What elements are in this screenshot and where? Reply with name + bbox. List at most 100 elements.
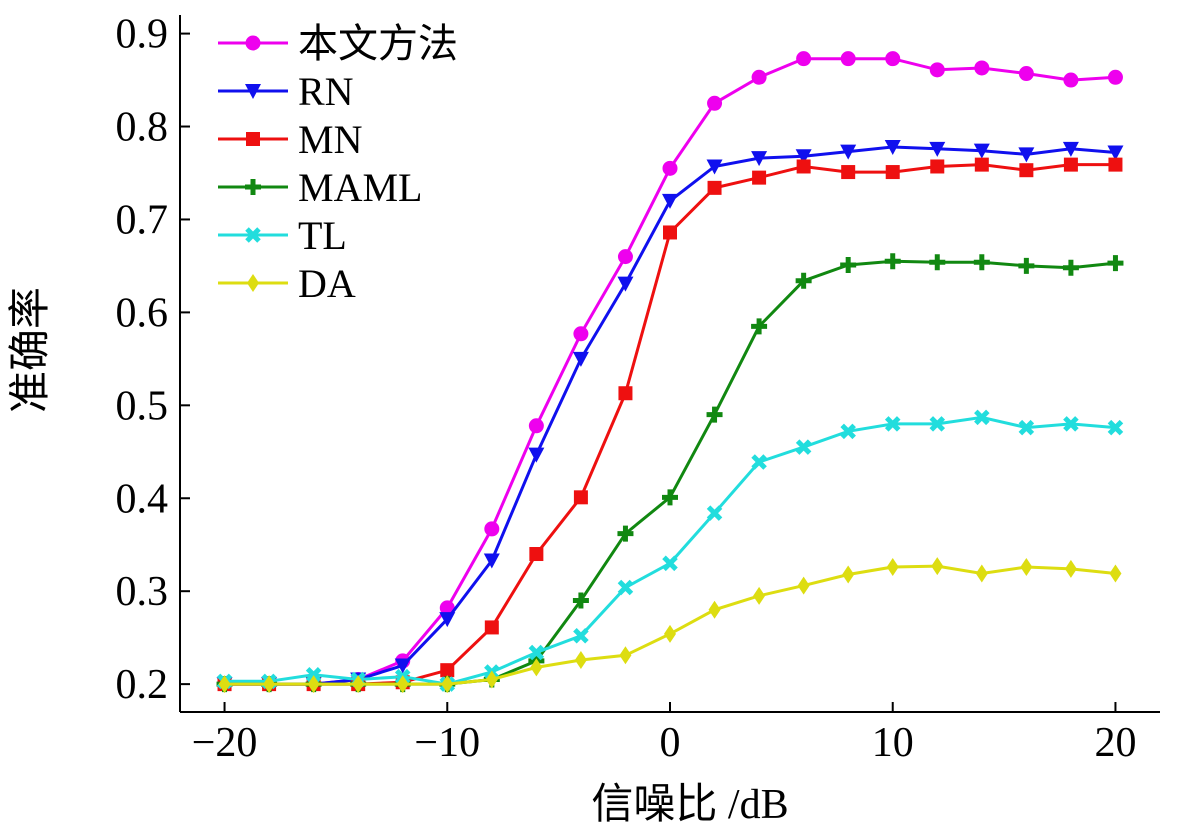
- series-line: [224, 415, 1116, 686]
- data-point: [840, 144, 857, 160]
- data-point: [796, 159, 811, 174]
- series-line: [224, 259, 1116, 686]
- y-axis-title: 准确率: [7, 287, 54, 413]
- data-point: [528, 447, 545, 463]
- data-point: [974, 409, 990, 426]
- y-tick-label: 0.4: [116, 476, 169, 522]
- data-point: [751, 151, 768, 167]
- x-tick-label: 0: [660, 720, 681, 766]
- data-point: [573, 628, 589, 644]
- y-tick-label: 0.5: [116, 383, 169, 429]
- data-point: [796, 51, 812, 67]
- data-point: [1107, 419, 1124, 436]
- data-point: [573, 490, 588, 505]
- data-point: [485, 670, 498, 689]
- series-2: [216, 139, 1124, 693]
- data-point: [662, 160, 678, 176]
- legend-item: 本文方法: [218, 21, 458, 66]
- data-point: [1063, 72, 1079, 88]
- data-point: [528, 418, 544, 434]
- axes: −20 −10 0 10 20 0.2 0.3 0.4 0.5 0.6 0.7 0.8 0.9: [116, 12, 1160, 766]
- y-tick-label: 0.8: [116, 105, 169, 151]
- data-point: [929, 62, 945, 78]
- data-point: [1018, 147, 1035, 163]
- data-point: [842, 565, 855, 584]
- x-tick-label: −10: [414, 720, 480, 766]
- data-point: [885, 165, 900, 180]
- data-point: [973, 254, 990, 271]
- legend-marker: [246, 132, 260, 146]
- data-point: [708, 600, 721, 619]
- data-point: [529, 547, 544, 562]
- x-axis-title: 信噪比 /dB: [591, 782, 788, 828]
- y-tick-label: 0.6: [116, 290, 169, 336]
- legend-marker: [247, 274, 259, 292]
- data-point: [439, 612, 456, 628]
- data-point: [886, 558, 899, 577]
- data-point: [573, 326, 589, 342]
- data-point: [707, 180, 722, 195]
- legend-marker: [245, 179, 261, 195]
- legend-label: TL: [298, 213, 347, 258]
- data-point: [973, 143, 990, 159]
- legend-item: DA: [218, 261, 356, 306]
- data-point: [483, 553, 500, 569]
- data-point: [751, 318, 768, 335]
- data-point: [1018, 257, 1035, 274]
- data-point: [797, 576, 810, 595]
- legend-item: MAML: [218, 165, 422, 210]
- data-point: [930, 159, 945, 174]
- legend-item: RN: [218, 69, 354, 114]
- data-point: [752, 170, 767, 185]
- data-point: [929, 416, 946, 432]
- x-tick-label: 20: [1094, 720, 1136, 766]
- x-tick-label: −20: [192, 720, 258, 766]
- data-point: [884, 139, 901, 155]
- data-point: [753, 586, 766, 605]
- data-point: [484, 521, 500, 537]
- legend-item: MN: [218, 117, 362, 162]
- data-point: [1107, 69, 1123, 85]
- data-point: [617, 276, 634, 292]
- y-tick-label: 0.2: [116, 662, 169, 708]
- data-point: [572, 351, 589, 367]
- data-point: [663, 225, 677, 240]
- data-point: [840, 256, 857, 273]
- data-point: [931, 557, 944, 576]
- data-point: [840, 51, 856, 67]
- data-point: [795, 149, 812, 165]
- series-6: [218, 557, 1122, 694]
- data-point: [884, 416, 901, 432]
- data-point: [885, 51, 901, 67]
- legend-label: DA: [298, 261, 356, 306]
- data-point: [664, 624, 676, 643]
- data-point: [441, 675, 454, 694]
- data-point: [1062, 141, 1079, 157]
- data-point: [617, 579, 634, 596]
- y-tick-label: 0.3: [116, 569, 169, 615]
- data-point: [1108, 157, 1123, 172]
- data-point: [617, 525, 634, 542]
- data-point: [751, 69, 767, 85]
- data-point: [1018, 419, 1035, 436]
- y-tick-label: 0.7: [116, 197, 169, 243]
- series-line: [224, 163, 1116, 686]
- data-point: [662, 193, 678, 209]
- data-point: [706, 505, 723, 521]
- legend-label: 本文方法: [298, 21, 458, 66]
- data-point: [929, 141, 946, 157]
- data-point: [1062, 259, 1079, 276]
- data-point: [751, 454, 767, 470]
- data-point: [1063, 157, 1078, 172]
- data-point: [1019, 163, 1034, 178]
- data-point: [707, 95, 723, 111]
- data-point: [1107, 255, 1124, 272]
- data-point: [618, 386, 633, 401]
- legend-item: TL: [218, 213, 347, 258]
- data-point: [1109, 564, 1122, 583]
- data-point: [1064, 559, 1077, 578]
- data-point: [218, 675, 231, 694]
- legend-marker: [245, 227, 261, 243]
